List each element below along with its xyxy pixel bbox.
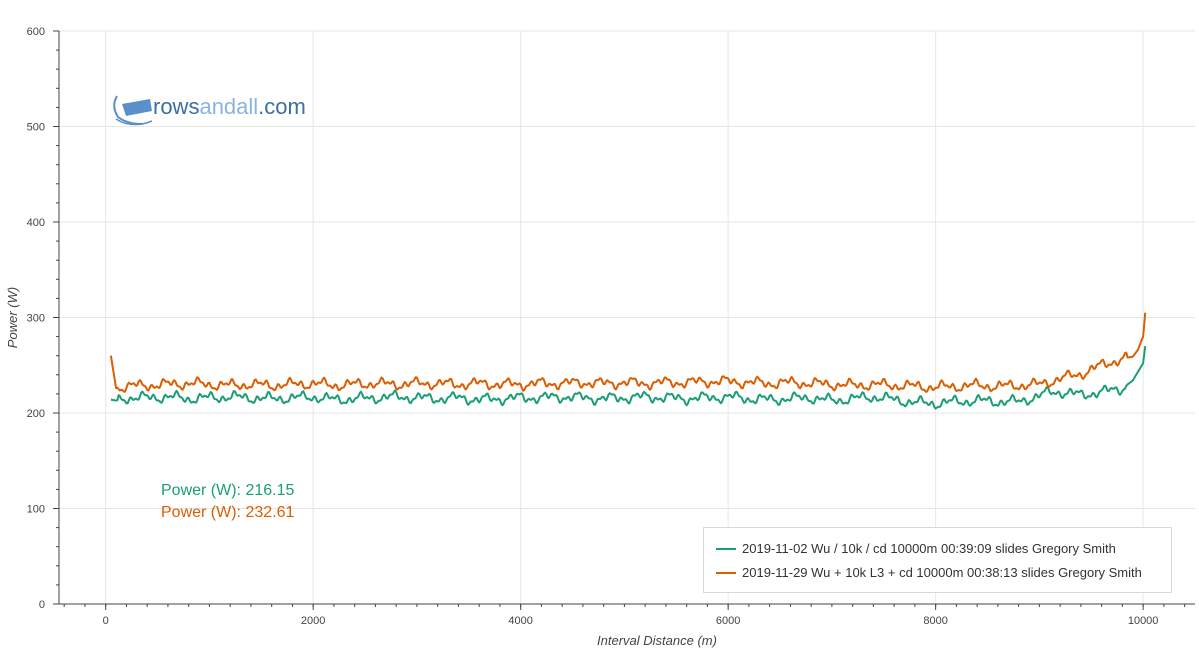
- y-axis-title: Power (W): [5, 287, 20, 348]
- y-tick-label: 300: [27, 313, 45, 325]
- y-tick-label: 400: [27, 217, 45, 229]
- y-tick-label: 100: [27, 504, 45, 516]
- x-tick-label: 8000: [923, 615, 947, 627]
- series-line-1: [110, 345, 1147, 410]
- axes: 0 2000 4000 6000 8000 10000 0 100 200 300 400 500 60…: [5, 26, 1195, 648]
- x-axis-title: Interval Distance (m): [597, 633, 717, 648]
- logo-text-suffix: .com: [258, 94, 306, 119]
- y-tick-label: 200: [27, 408, 45, 420]
- legend-label-series1: 2019-11-02 Wu / 10k / cd 10000m 00:39:09…: [742, 541, 1116, 556]
- summary-power-series2: Power (W): 232.61: [161, 504, 295, 521]
- y-tick-label: 0: [39, 599, 45, 611]
- y-tick-label: 500: [27, 122, 45, 134]
- y-tick-label: 600: [27, 26, 45, 38]
- boat-icon: [113, 95, 153, 126]
- series-line-2: [109, 312, 1147, 393]
- x-tick-label: 6000: [716, 615, 740, 627]
- x-tick-label: 4000: [508, 615, 532, 627]
- x-tick-label: 10000: [1128, 615, 1159, 627]
- grid-lines: [59, 30, 1195, 605]
- series-lines: [109, 312, 1147, 410]
- svg-text:rowsandall.com: rowsandall.com: [153, 94, 306, 119]
- legend-item-series1[interactable]: 2019-11-02 Wu / 10k / cd 10000m 00:39:09…: [716, 541, 1116, 559]
- rowsandall-logo: rowsandall.com: [113, 94, 306, 126]
- legend-swatch-series2: [716, 571, 736, 574]
- legend-label-series2: 2019-11-29 Wu + 10k L3 + cd 10000m 00:38…: [742, 565, 1142, 580]
- x-tick-label: 2000: [301, 615, 325, 627]
- legend-swatch-series1: [716, 547, 736, 550]
- chart-legend: 2019-11-02 Wu / 10k / cd 10000m 00:39:09…: [703, 527, 1172, 593]
- logo-text-light: andall: [199, 94, 258, 119]
- x-tick-label: 0: [103, 615, 109, 627]
- legend-item-series2[interactable]: 2019-11-29 Wu + 10k L3 + cd 10000m 00:38…: [716, 565, 1142, 583]
- logo-text-dark: rows: [153, 94, 199, 119]
- summary-power-series1: Power (W): 216.15: [161, 482, 295, 499]
